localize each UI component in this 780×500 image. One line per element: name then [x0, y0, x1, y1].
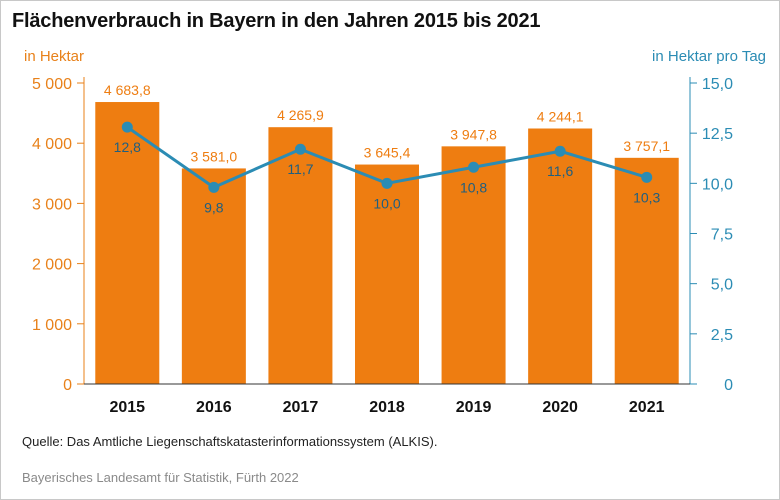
bar: [441, 146, 506, 384]
bar-value-label: 4 244,1: [537, 109, 584, 125]
y-right-tick-label: 5,0: [711, 277, 733, 294]
x-tick-label: 2021: [629, 399, 665, 416]
bar-value-label: 4 265,9: [277, 107, 324, 123]
x-tick-label: 2017: [283, 399, 319, 416]
y-left-tick-label: 2 000: [32, 257, 72, 274]
line-value-label: 10,0: [373, 195, 400, 211]
bar: [268, 127, 333, 385]
y-left-tick-label: 1 000: [32, 317, 72, 334]
x-tick-label: 2015: [109, 399, 145, 416]
line-point: [381, 177, 393, 189]
bar: [528, 128, 593, 384]
bar-value-label: 3 757,1: [623, 138, 670, 154]
line-value-label: 10,8: [460, 179, 487, 195]
y-right-tick-label: 12,5: [702, 126, 733, 143]
y-left-tick-label: 5 000: [32, 76, 72, 93]
y-right-tick-label: 10,0: [702, 176, 733, 193]
y-right-tick-label: 15,0: [702, 76, 733, 93]
bar-value-label: 3 947,8: [450, 126, 497, 142]
line-value-label: 9,8: [204, 199, 224, 215]
bar-value-label: 3 581,0: [190, 148, 237, 164]
source-note: Quelle: Das Amtliche Liegenschaftskatast…: [22, 434, 438, 449]
bar: [355, 164, 419, 384]
y-axis-left-title: in Hektar: [24, 48, 85, 65]
line-point: [554, 145, 566, 157]
y-axis-right-title: in Hektar pro Tag: [652, 48, 766, 65]
line-value-label: 12,8: [114, 139, 141, 155]
line-value-label: 11,7: [287, 161, 313, 177]
y-left-tick-label: 0: [63, 377, 72, 394]
publisher-footer: Bayerisches Landesamt für Statistik, Für…: [22, 470, 299, 485]
line-point: [294, 143, 306, 155]
x-tick-label: 2019: [456, 399, 492, 416]
bar: [95, 102, 160, 384]
line-point: [641, 171, 653, 183]
bar: [614, 157, 679, 384]
x-tick-label: 2016: [196, 399, 232, 416]
y-left-tick-label: 4 000: [32, 136, 72, 153]
y-right-tick-label: 7,5: [711, 227, 733, 244]
bar-value-label: 4 683,8: [104, 82, 151, 98]
line-value-label: 10,3: [633, 189, 660, 205]
line-point: [121, 121, 133, 133]
x-tick-label: 2020: [542, 399, 578, 416]
bar-value-label: 3 645,4: [364, 145, 411, 161]
line-point: [468, 161, 480, 173]
y-right-tick-label: 0: [724, 377, 733, 394]
y-right-tick-label: 2,5: [711, 327, 733, 344]
x-tick-label: 2018: [369, 399, 405, 416]
chart-title: Flächenverbrauch in Bayern in den Jahren…: [12, 10, 541, 32]
line-point: [208, 181, 220, 193]
y-left-tick-label: 3 000: [32, 196, 72, 213]
bar: [181, 168, 246, 384]
line-value-label: 11,6: [547, 163, 573, 179]
